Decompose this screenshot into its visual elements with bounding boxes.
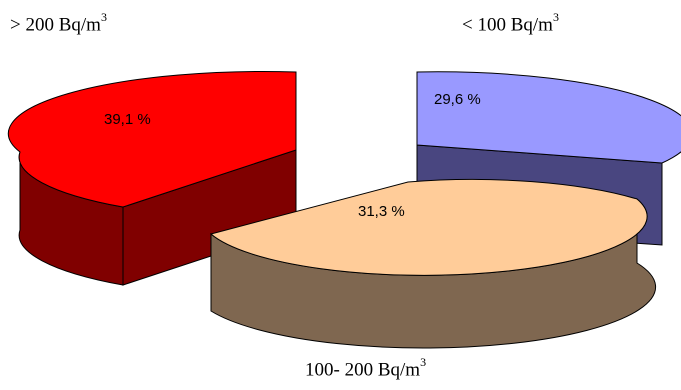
- value-label-low: 29,6 %: [434, 91, 481, 108]
- slice-low-top: [416, 71, 681, 164]
- value-label-high: 39,1 %: [104, 111, 151, 128]
- category-label-low: < 100 Bq/m3: [462, 10, 559, 36]
- slice-high-top: [7, 71, 297, 208]
- category-label-high: > 200 Bq/m3: [10, 10, 107, 36]
- category-label-low-text: < 100 Bq/m: [462, 14, 553, 36]
- slice-mid-top: [209, 178, 648, 276]
- category-label-mid: 100- 200 Bq/m3: [305, 355, 427, 381]
- category-label-mid-text: 100- 200 Bq/m: [305, 359, 421, 381]
- category-label-high-text: > 200 Bq/m: [10, 14, 101, 36]
- slice-high: [7, 71, 297, 286]
- slice-mid: [209, 178, 657, 349]
- category-label-mid-sup: 3: [420, 355, 427, 369]
- value-label-mid: 31,3 %: [358, 203, 405, 220]
- category-label-low-sup: 3: [552, 10, 559, 24]
- category-label-high-sup: 3: [100, 10, 107, 24]
